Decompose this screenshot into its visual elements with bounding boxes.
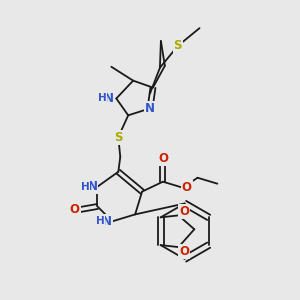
Text: N: N xyxy=(88,180,98,193)
Text: H: H xyxy=(98,94,106,103)
Text: S: S xyxy=(173,40,182,52)
Text: N: N xyxy=(102,215,112,228)
Text: N: N xyxy=(145,102,155,115)
Text: O: O xyxy=(182,181,192,194)
Text: O: O xyxy=(158,152,168,165)
Text: N: N xyxy=(104,92,114,105)
Text: S: S xyxy=(114,130,122,144)
Text: O: O xyxy=(179,244,189,258)
Text: O: O xyxy=(179,205,189,218)
Text: H: H xyxy=(81,182,90,192)
Text: O: O xyxy=(70,203,80,216)
Text: H: H xyxy=(96,216,104,226)
